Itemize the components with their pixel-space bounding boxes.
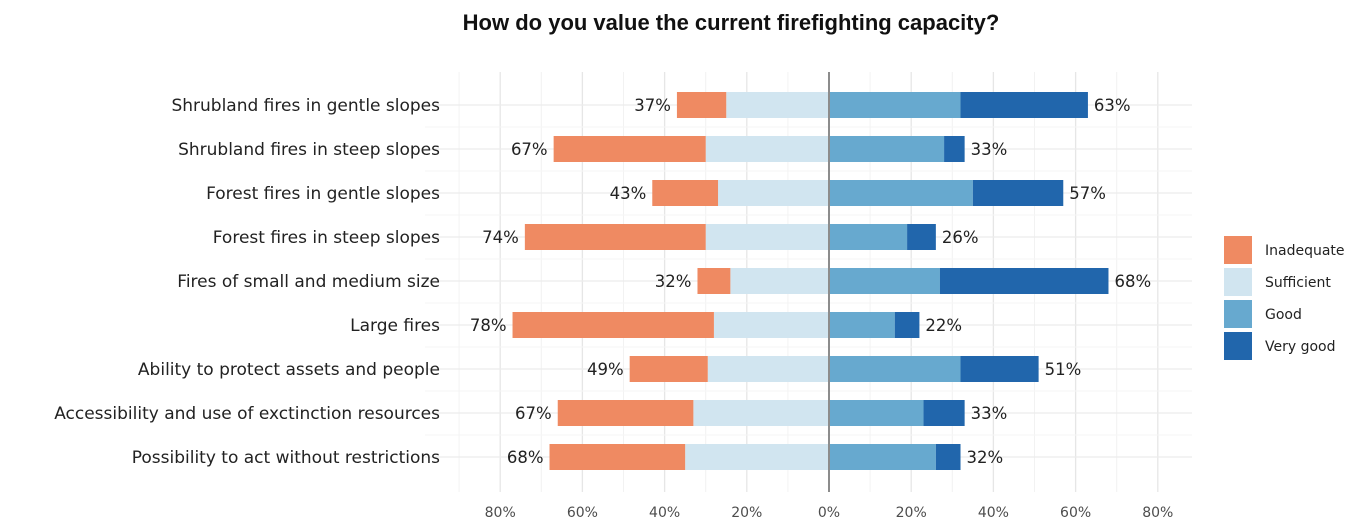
bar-good <box>829 400 924 426</box>
bars-layer <box>512 92 1109 470</box>
category-label: Possibility to act without restrictions <box>132 448 440 468</box>
x-tick-label: 0% <box>818 505 840 521</box>
category-label: Shrubland fires in gentle slopes <box>171 96 440 116</box>
bar-good <box>829 444 936 470</box>
bar-good <box>829 136 945 162</box>
bar-very-good <box>960 92 1088 118</box>
left-value-label: 32% <box>655 272 692 291</box>
bar-very-good <box>939 268 1109 294</box>
bar-sufficient-negative <box>707 356 829 382</box>
bar-good <box>829 356 961 382</box>
x-tick-label: 80% <box>485 505 516 521</box>
bar-inadequate <box>697 268 731 294</box>
category-label: Accessibility and use of exctinction res… <box>54 404 440 424</box>
bar-inadequate <box>557 400 694 426</box>
bar-good <box>829 224 908 250</box>
bar-very-good <box>907 224 936 250</box>
bar-good <box>829 312 895 338</box>
category-label: Shrubland fires in steep slopes <box>178 140 440 160</box>
left-value-label: 43% <box>610 184 647 203</box>
category-label: Fires of small and medium size <box>177 272 440 292</box>
bar-very-good <box>960 356 1039 382</box>
right-value-label: 68% <box>1114 272 1151 291</box>
right-value-label: 22% <box>925 316 962 335</box>
bar-sufficient-negative <box>718 180 829 206</box>
legend-label: Sufficient <box>1265 275 1331 291</box>
x-tick-label: 40% <box>978 505 1009 521</box>
x-tick-label: 20% <box>731 505 762 521</box>
right-value-label: 51% <box>1045 360 1082 379</box>
right-value-label: 63% <box>1094 96 1131 115</box>
legend-swatch <box>1224 268 1252 296</box>
right-value-label: 26% <box>942 228 979 247</box>
bar-sufficient-negative <box>726 92 829 118</box>
legend-label: Inadequate <box>1265 243 1345 259</box>
bar-inadequate <box>524 224 706 250</box>
bar-inadequate <box>553 136 706 162</box>
left-value-label: 37% <box>634 96 671 115</box>
x-axis: 80% 60% 40% 20% 0% 20% 40% 60% 80% <box>485 72 1173 521</box>
x-tick-label: 60% <box>567 505 598 521</box>
left-value-label: 67% <box>511 140 548 159</box>
category-label: Ability to protect assets and people <box>138 360 440 380</box>
bar-good <box>829 92 961 118</box>
x-tick-label: 60% <box>1060 505 1091 521</box>
left-value-label: 67% <box>515 404 552 423</box>
bar-inadequate <box>549 444 686 470</box>
legend-swatch <box>1224 236 1252 264</box>
bar-sufficient-negative <box>713 312 829 338</box>
x-tick-label: 20% <box>896 505 927 521</box>
left-value-label: 49% <box>587 360 624 379</box>
category-label: Forest fires in gentle slopes <box>206 184 440 204</box>
labels-layer: Shrubland fires in gentle slopes 37% 63% Sh… <box>54 96 1151 468</box>
category-label: Large fires <box>350 316 440 336</box>
bar-very-good <box>923 400 965 426</box>
bar-sufficient-negative <box>693 400 829 426</box>
left-value-label: 74% <box>482 228 519 247</box>
bar-inadequate <box>512 312 714 338</box>
bar-good <box>829 180 973 206</box>
right-value-label: 33% <box>971 140 1008 159</box>
legend-label: Good <box>1265 307 1302 323</box>
legend: Inadequate Sufficient Good Very good <box>1224 236 1345 360</box>
bar-good <box>829 268 940 294</box>
left-value-label: 68% <box>507 448 544 467</box>
bar-inadequate <box>652 180 719 206</box>
x-tick-label: 40% <box>649 505 680 521</box>
right-value-label: 33% <box>971 404 1008 423</box>
legend-swatch <box>1224 332 1252 360</box>
legend-swatch <box>1224 300 1252 328</box>
bar-very-good <box>944 136 965 162</box>
bar-inadequate <box>629 356 708 382</box>
bar-sufficient-negative <box>730 268 829 294</box>
x-tick-label: 80% <box>1142 505 1173 521</box>
left-value-label: 78% <box>470 316 507 335</box>
bar-very-good <box>972 180 1064 206</box>
right-value-label: 32% <box>967 448 1004 467</box>
category-label: Forest fires in steep slopes <box>213 228 440 248</box>
bar-sufficient-negative <box>705 136 829 162</box>
bar-very-good <box>935 444 961 470</box>
bar-sufficient-negative <box>705 224 829 250</box>
legend-label: Very good <box>1265 339 1336 355</box>
chart-title: How do you value the current firefightin… <box>463 10 1000 35</box>
bar-sufficient-negative <box>685 444 829 470</box>
right-value-label: 57% <box>1069 184 1106 203</box>
bar-very-good <box>894 312 920 338</box>
bar-inadequate <box>676 92 727 118</box>
